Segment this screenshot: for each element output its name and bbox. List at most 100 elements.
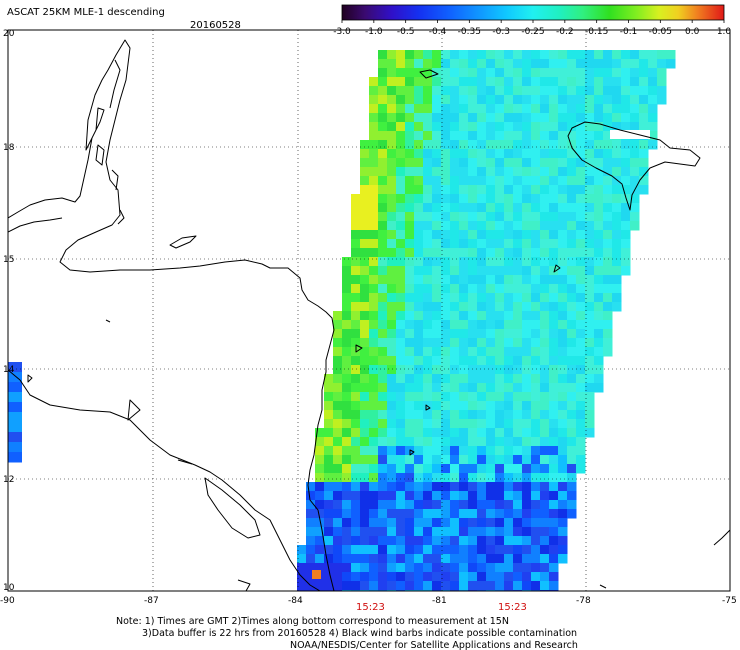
swath-cell (540, 329, 550, 339)
swath-cell (459, 59, 469, 69)
swath-cell (414, 446, 424, 456)
swath-cell (495, 554, 505, 564)
swath-cell (378, 77, 388, 87)
swath-cell (486, 257, 496, 267)
swath-cell (612, 185, 622, 195)
swath-cell (486, 302, 496, 312)
swath-cell (405, 392, 415, 402)
swath-cell (477, 563, 487, 573)
swath-cell (414, 140, 424, 150)
swath-cell (342, 527, 352, 537)
swath-cell (495, 293, 505, 303)
swath-cell (369, 320, 379, 330)
swath-cell (504, 221, 514, 231)
swath-cell (567, 194, 577, 204)
swath-cell (387, 77, 397, 87)
swath-cell (441, 527, 451, 537)
swath-cell (360, 185, 370, 195)
swath-cell (360, 473, 370, 483)
swath-cell (567, 185, 577, 195)
swath-cell (495, 113, 505, 123)
swath-cell (378, 500, 388, 510)
swath-cell (441, 131, 451, 141)
swath-cell (324, 374, 334, 384)
swath-cell (522, 428, 532, 438)
swath-cell (468, 302, 478, 312)
swath-cell (576, 275, 586, 285)
swath-cell (513, 473, 523, 483)
swath-cell (306, 536, 316, 546)
swath-cell (477, 95, 487, 105)
swath-cell (369, 185, 379, 195)
swath-cell (576, 446, 586, 456)
swath-cell (576, 419, 586, 429)
swath-cell (324, 527, 334, 537)
swath-cell (558, 473, 568, 483)
swath-cell (333, 536, 343, 546)
swath-cell (549, 293, 559, 303)
swath-cell (378, 356, 388, 366)
swath-cell (648, 95, 658, 105)
swath-cell (549, 230, 559, 240)
swath-cell (432, 518, 442, 528)
swath-cell (387, 500, 397, 510)
swath-cell (495, 185, 505, 195)
swath-cell (549, 113, 559, 123)
swath-cell (369, 554, 379, 564)
swath-cell (522, 302, 532, 312)
swath-cell (360, 284, 370, 294)
swath-cell (522, 212, 532, 222)
swath-cell (360, 374, 370, 384)
swath-cell (549, 473, 559, 483)
swath-cell (360, 455, 370, 465)
swath-cell (396, 77, 406, 87)
swath-cell (504, 104, 514, 114)
swath-cell (306, 554, 316, 564)
swath-cell (558, 383, 568, 393)
swath-cell (369, 338, 379, 348)
swath-cell (441, 104, 451, 114)
swath-cell (576, 158, 586, 168)
swath-cell (324, 446, 334, 456)
swath-cell (432, 500, 442, 510)
swath-cell (477, 554, 487, 564)
swath-cell (513, 347, 523, 357)
swath-cell (396, 527, 406, 537)
swath-cell (567, 68, 577, 78)
swath-cell (423, 275, 433, 285)
swath-cell (432, 401, 442, 411)
swath-cell (423, 392, 433, 402)
swath-cell (531, 536, 541, 546)
swath-cell (369, 86, 379, 96)
swath-cell (585, 293, 595, 303)
swath-cell (387, 311, 397, 321)
swath-cell (414, 302, 424, 312)
swath-cell (414, 491, 424, 501)
swath-cell (351, 581, 361, 591)
swath-cell (450, 536, 460, 546)
swath-cell (297, 581, 307, 591)
swath-cell (450, 284, 460, 294)
swath-cell (342, 320, 352, 330)
swath-cell (612, 95, 622, 105)
swath-cell (522, 257, 532, 267)
swath-cell (531, 329, 541, 339)
swath-cell (441, 581, 451, 591)
swath-cell (450, 248, 460, 258)
swath-cell (540, 221, 550, 231)
swath-cell (486, 77, 496, 87)
swath-cell (351, 338, 361, 348)
swath-cell (495, 509, 505, 519)
swath-cell (360, 464, 370, 474)
swath-cell (540, 410, 550, 420)
swath-cell (405, 194, 415, 204)
swath-cell (315, 527, 325, 537)
swath-cell (585, 221, 595, 231)
swath-cell (531, 77, 541, 87)
swath-cell (585, 347, 595, 357)
lat-label-18: 18 (3, 143, 15, 153)
lon-label-84: -84 (288, 596, 303, 606)
swath-cell (630, 68, 640, 78)
swath-cell (405, 509, 415, 519)
swath-cell (432, 77, 442, 87)
